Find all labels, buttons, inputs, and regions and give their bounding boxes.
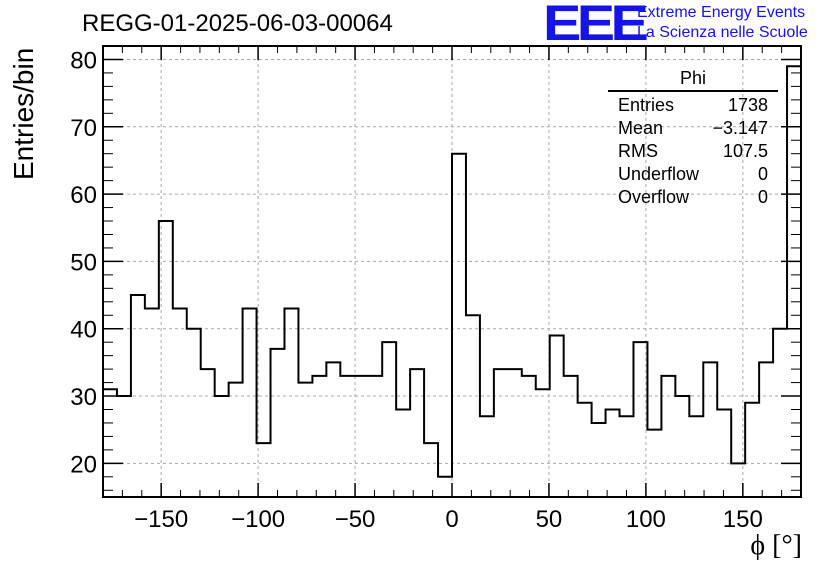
stats-value: 1738: [727, 95, 768, 115]
logo-tagline-2: La Scienza nelle Scuole: [637, 24, 808, 41]
y-axis-ticks: 20 30 40 50 60 70 80: [70, 45, 801, 491]
stats-value: 0: [757, 164, 768, 184]
eee-logo: EEE: [543, 0, 649, 51]
stats-label: RMS: [618, 141, 658, 161]
histogram-line: [103, 65, 801, 478]
stats-value: 0: [757, 187, 768, 207]
stats-value: −3.147: [712, 118, 768, 138]
x-tick-label: −100: [231, 506, 285, 533]
y-tick-label: 40: [70, 317, 97, 344]
y-tick-label: 60: [70, 182, 97, 209]
stats-box: Phi Entries 1738 Mean −3.147 RMS 107.5 U…: [608, 68, 778, 209]
logo-tagline-1: Extreme Energy Events: [637, 4, 806, 21]
stats-row-mean: Mean −3.147: [608, 117, 778, 140]
x-tick-label: 0: [445, 506, 458, 533]
stats-label: Underflow: [618, 164, 700, 184]
stats-title: Phi: [608, 68, 778, 92]
x-axis-label: ϕ [°]: [750, 530, 802, 561]
y-axis-label: Entries/bin: [8, 47, 39, 180]
y-tick-label: 20: [70, 451, 97, 478]
y-tick-label: 50: [70, 249, 97, 276]
stats-row-entries: Entries 1738: [608, 94, 778, 117]
stats-label: Mean: [618, 118, 664, 138]
stats-label: Entries: [618, 95, 675, 115]
stats-label: Overflow: [618, 187, 690, 207]
x-tick-label: 50: [536, 506, 563, 533]
plot-frame: [102, 45, 802, 498]
y-tick-label: 70: [70, 115, 97, 142]
x-tick-label: −50: [335, 506, 376, 533]
x-tick-label: −150: [134, 506, 188, 533]
stats-row-underflow: Underflow 0: [608, 163, 778, 186]
y-tick-label: 30: [70, 384, 97, 411]
stats-row-rms: RMS 107.5: [608, 140, 778, 163]
x-axis-ticks: −150 −100 −50 0 50 100 150: [102, 46, 802, 533]
y-tick-label: 80: [70, 47, 97, 74]
x-tick-label: 100: [626, 506, 666, 533]
chart-title: REGG-01-2025-06-03-00064: [82, 10, 393, 37]
stats-row-overflow: Overflow 0: [608, 186, 778, 209]
x-tick-label: 150: [723, 506, 763, 533]
stats-value: 107.5: [722, 141, 768, 161]
